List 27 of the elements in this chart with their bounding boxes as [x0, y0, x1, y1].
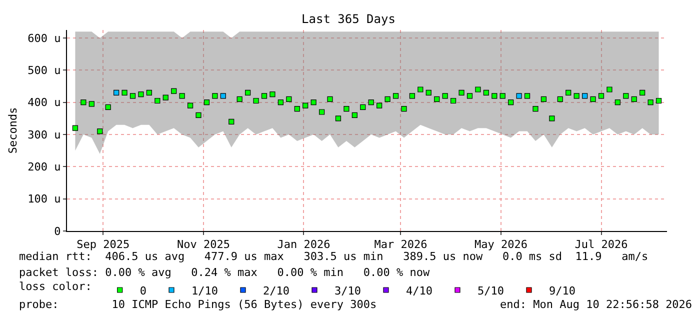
y-tick-label: 200 u	[28, 160, 61, 174]
legend-label: 5/10	[477, 284, 504, 298]
x-tick-label: Sep 2025	[76, 238, 130, 252]
chart-title: Last 365 Days	[302, 12, 396, 26]
legend-label: 9/10	[548, 284, 576, 298]
y-tick-label: 600 u	[28, 32, 61, 45]
legend-title: loss color:	[19, 280, 92, 293]
text: end: Mon Aug 10 22:56:58 2026	[500, 298, 692, 311]
legend-label: 0	[140, 284, 146, 298]
x-tick-label: Nov 2025	[176, 238, 230, 252]
x-tick-label: Jul 2026	[574, 238, 628, 252]
y-axis-title: Seconds	[6, 107, 20, 154]
x-tick-label: Jan 2026	[277, 238, 330, 252]
legend-label: 1/10	[191, 284, 218, 298]
x-tick-label: Mar 2026	[374, 238, 428, 252]
y-tick-label: 300 u	[28, 128, 61, 142]
text: packet loss: 0.00 % avg 0.24 % max 0.00 % min 0.00 % now	[19, 266, 430, 279]
text: probe: 10 ICMP Echo Pings (56 Bytes) every 300s	[19, 298, 377, 311]
text: median rtt: 406.5 us avg 477.9 us max 303.5 us min 389.5 us now 0.0 ms sd 11.9 am/s	[19, 250, 648, 263]
y-tick-label: 400 u	[28, 96, 61, 110]
y-tick-label: 100 u	[28, 192, 61, 206]
y-tick-label: 0	[54, 224, 61, 238]
legend-label: 3/10	[334, 284, 361, 298]
legend-label: 4/10	[406, 284, 432, 298]
y-tick-label: 500 u	[28, 64, 61, 78]
x-tick-label: May 2026	[474, 238, 528, 252]
legend-label: 2/10	[262, 284, 290, 298]
